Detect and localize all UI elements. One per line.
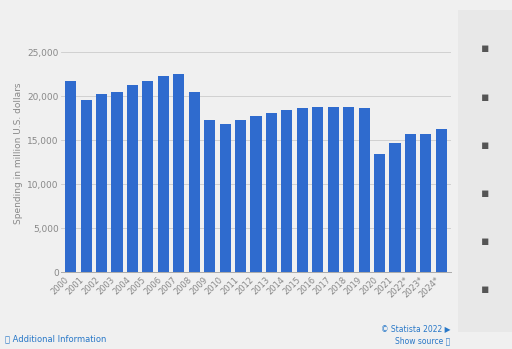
Bar — [80, 100, 92, 272]
Bar — [158, 76, 169, 272]
Text: ▪: ▪ — [481, 139, 489, 152]
Text: ▪: ▪ — [481, 91, 489, 104]
Bar — [250, 116, 262, 272]
Text: ⓘ Additional Information: ⓘ Additional Information — [5, 335, 106, 344]
Bar — [436, 128, 447, 272]
Bar — [297, 108, 308, 272]
Text: Show source ⓘ: Show source ⓘ — [395, 336, 451, 346]
Bar — [266, 113, 277, 272]
Bar — [220, 124, 231, 272]
Bar — [204, 120, 215, 272]
Bar — [358, 108, 370, 272]
Bar — [343, 107, 354, 272]
Text: ▪: ▪ — [481, 235, 489, 248]
Bar — [390, 143, 400, 272]
Text: ▪: ▪ — [481, 283, 489, 296]
Text: ▪: ▪ — [481, 187, 489, 200]
Bar — [328, 107, 339, 272]
Text: ▪: ▪ — [481, 43, 489, 55]
Text: © Statista 2022 ▶: © Statista 2022 ▶ — [381, 324, 451, 333]
Bar — [189, 92, 200, 272]
Bar — [374, 154, 385, 272]
Bar — [112, 91, 122, 272]
Bar — [96, 94, 107, 272]
Bar — [127, 84, 138, 272]
Bar — [65, 81, 76, 272]
Bar — [405, 134, 416, 272]
Bar — [420, 134, 432, 272]
Bar — [142, 81, 154, 272]
Y-axis label: Spending in million U.S. dollars: Spending in million U.S. dollars — [14, 83, 23, 224]
Bar — [173, 74, 184, 272]
Bar — [235, 120, 246, 272]
Bar — [281, 110, 292, 272]
Bar — [312, 107, 323, 272]
